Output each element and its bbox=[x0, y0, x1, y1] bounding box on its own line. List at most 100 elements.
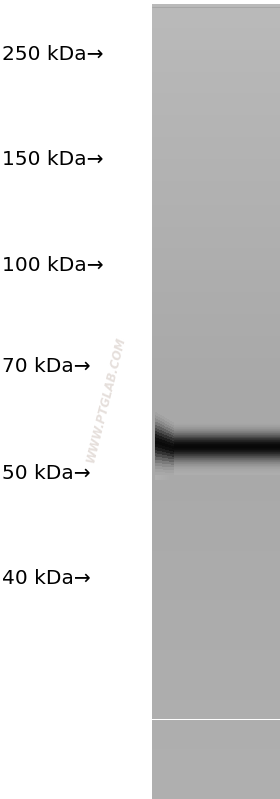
Bar bbox=[172, 473, 173, 475]
Bar bbox=[164, 423, 165, 426]
Bar bbox=[152, 300, 280, 302]
Bar bbox=[152, 52, 280, 54]
Bar bbox=[171, 421, 172, 424]
Bar bbox=[164, 467, 165, 470]
Bar bbox=[152, 515, 280, 517]
Bar bbox=[152, 58, 280, 60]
Bar bbox=[172, 457, 173, 459]
Bar bbox=[152, 334, 280, 336]
Bar bbox=[166, 470, 167, 472]
Bar bbox=[165, 464, 166, 467]
Bar bbox=[167, 467, 168, 470]
Bar bbox=[152, 16, 280, 18]
Bar bbox=[173, 470, 174, 473]
Bar bbox=[152, 511, 280, 513]
Bar bbox=[152, 223, 280, 225]
Bar bbox=[152, 284, 280, 286]
Bar bbox=[152, 775, 280, 777]
Bar bbox=[152, 745, 280, 747]
Bar bbox=[157, 435, 158, 438]
Bar bbox=[171, 464, 172, 467]
Bar bbox=[163, 416, 164, 419]
Bar bbox=[152, 644, 280, 646]
Bar bbox=[155, 469, 156, 472]
Bar bbox=[152, 405, 280, 407]
Bar bbox=[160, 430, 161, 433]
Bar bbox=[152, 8, 280, 10]
Bar bbox=[170, 448, 171, 451]
Bar bbox=[152, 467, 280, 469]
Bar bbox=[164, 443, 165, 447]
Bar bbox=[168, 419, 169, 422]
Bar bbox=[173, 433, 174, 435]
Bar bbox=[152, 105, 280, 107]
Bar bbox=[152, 225, 280, 227]
Bar bbox=[158, 420, 159, 423]
Bar bbox=[155, 459, 156, 463]
Bar bbox=[152, 431, 280, 433]
Bar bbox=[173, 459, 174, 462]
Bar bbox=[152, 344, 280, 346]
Bar bbox=[152, 248, 280, 250]
Bar bbox=[152, 632, 280, 634]
Bar bbox=[170, 434, 171, 437]
Bar bbox=[152, 80, 280, 81]
Bar bbox=[161, 448, 162, 451]
Bar bbox=[152, 640, 280, 642]
Bar bbox=[158, 457, 159, 460]
Bar bbox=[152, 461, 280, 463]
Bar bbox=[165, 435, 166, 438]
Bar bbox=[152, 4, 280, 6]
Bar bbox=[152, 469, 280, 471]
Bar bbox=[168, 427, 169, 431]
Bar bbox=[173, 449, 174, 451]
Bar bbox=[169, 426, 170, 428]
Bar bbox=[165, 467, 166, 470]
Bar bbox=[156, 472, 157, 475]
Bar bbox=[160, 448, 161, 451]
Bar bbox=[169, 445, 170, 447]
Bar bbox=[162, 416, 163, 419]
Bar bbox=[152, 46, 280, 48]
Bar bbox=[159, 451, 160, 454]
Bar bbox=[152, 723, 280, 725]
Bar bbox=[158, 463, 159, 466]
Bar bbox=[160, 439, 161, 442]
Bar bbox=[173, 423, 174, 425]
Bar bbox=[152, 580, 280, 582]
Bar bbox=[167, 447, 168, 450]
Bar bbox=[152, 76, 280, 78]
Bar bbox=[152, 215, 280, 217]
Bar bbox=[152, 62, 280, 64]
Bar bbox=[160, 436, 161, 439]
Bar bbox=[152, 60, 280, 62]
Bar bbox=[156, 444, 157, 447]
Bar bbox=[152, 751, 280, 753]
Bar bbox=[172, 467, 173, 470]
Bar bbox=[152, 648, 280, 650]
Bar bbox=[152, 543, 280, 545]
Bar bbox=[166, 424, 167, 427]
Bar bbox=[152, 463, 280, 465]
Bar bbox=[162, 458, 163, 460]
Bar bbox=[172, 459, 173, 462]
Bar bbox=[172, 424, 173, 427]
Bar bbox=[164, 435, 165, 438]
Bar bbox=[171, 424, 172, 427]
Bar bbox=[165, 441, 166, 443]
Bar bbox=[161, 451, 162, 455]
Bar bbox=[152, 364, 280, 366]
Bar bbox=[152, 308, 280, 310]
Bar bbox=[152, 187, 280, 189]
Bar bbox=[152, 179, 280, 181]
Bar bbox=[152, 497, 280, 499]
Bar bbox=[152, 445, 280, 447]
Bar bbox=[152, 376, 280, 378]
Bar bbox=[157, 441, 158, 444]
Bar bbox=[152, 280, 280, 282]
Bar bbox=[158, 466, 159, 469]
Bar bbox=[163, 443, 164, 446]
Bar bbox=[152, 409, 280, 411]
Bar bbox=[166, 461, 167, 464]
Bar bbox=[157, 444, 158, 447]
